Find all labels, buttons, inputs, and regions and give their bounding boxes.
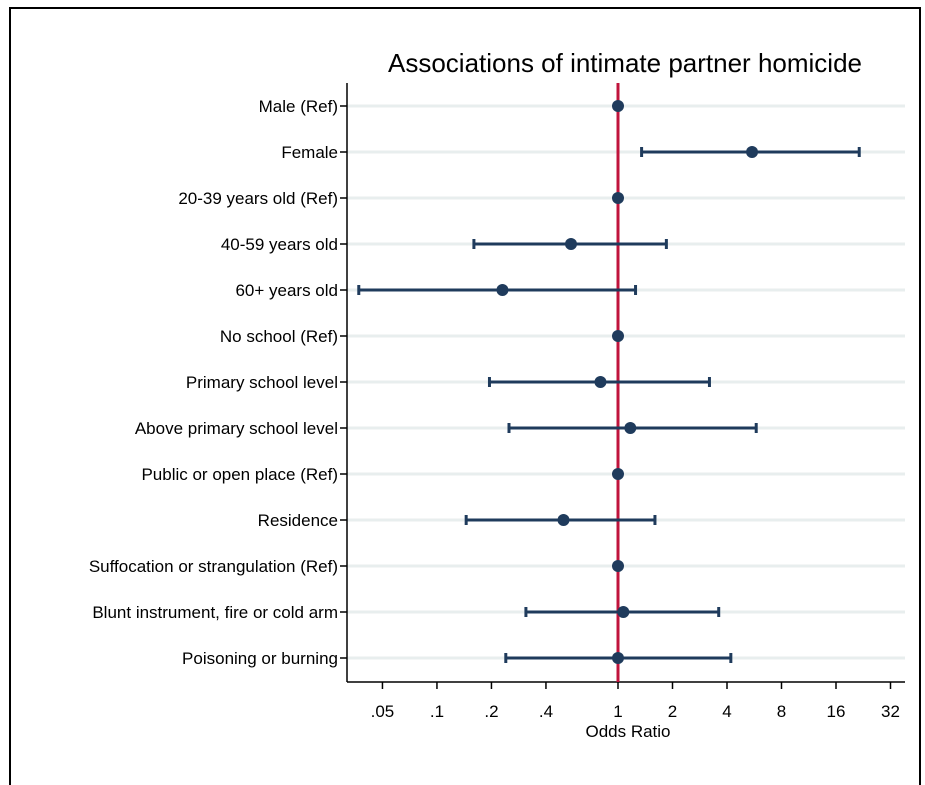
point-estimate [612,560,624,572]
point-estimate [612,192,624,204]
x-tick-label: .2 [484,702,498,721]
row-label: Suffocation or strangulation (Ref) [89,557,338,576]
x-tick-label: .05 [371,702,395,721]
row-label: 40-59 years old [221,235,338,254]
row-label: 20-39 years old (Ref) [178,189,338,208]
point-estimate [612,468,624,480]
x-tick-label: .1 [430,702,444,721]
row-label: 60+ years old [235,281,338,300]
x-tick-label: .4 [539,702,553,721]
row-label: Primary school level [186,373,338,392]
x-tick-label: 2 [668,702,677,721]
point-estimate [496,284,509,296]
point-estimate [612,100,624,112]
row-label: Residence [258,511,338,530]
x-tick-label: 1 [613,702,622,721]
chart-title: Associations of intimate partner homicid… [388,48,862,78]
x-tick-label: 4 [722,702,731,721]
row-label: Blunt instrument, fire or cold arm [92,603,338,622]
point-estimate [612,330,624,342]
x-ticks: .05 .1 .2 .4 1 2 4 8 16 32 [371,682,900,721]
x-tick-label: 16 [827,702,846,721]
row-label: Male (Ref) [259,97,338,116]
x-axis-label: Odds Ratio [585,722,670,741]
point-estimate [617,606,630,618]
point-estimate [612,652,624,664]
row-label: Female [281,143,338,162]
figure-frame [9,7,921,785]
point-estimate [594,376,607,388]
point-estimate [746,146,759,158]
row-label: Poisoning or burning [182,649,338,668]
point-estimate [557,514,570,526]
x-tick-label: 32 [881,702,900,721]
point-estimate [624,422,637,434]
row-label: No school (Ref) [220,327,338,346]
data-rows: Male (Ref) Female 20-39 years old (Ref) 40-… [89,97,861,668]
x-tick-label: 8 [777,702,786,721]
row-label: Above primary school level [135,419,338,438]
point-estimate [564,238,577,250]
row-label: Public or open place (Ref) [141,465,338,484]
